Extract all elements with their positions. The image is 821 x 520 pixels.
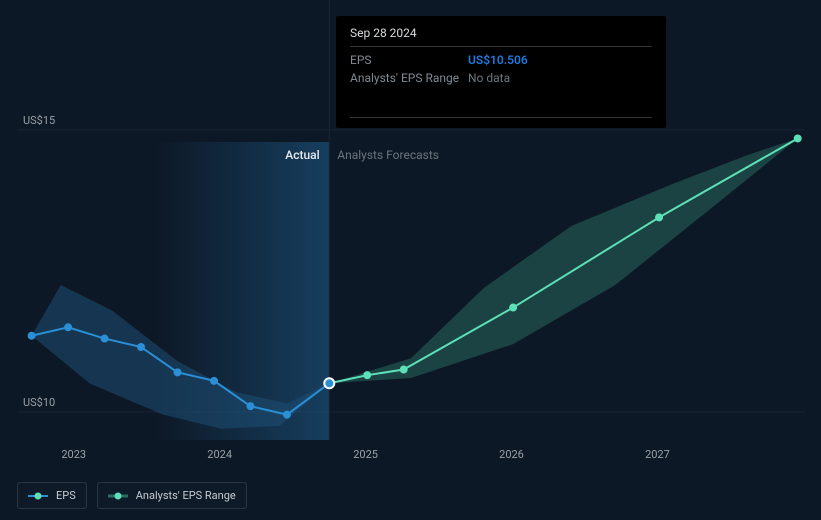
legend-item-range[interactable]: Analysts' EPS Range [97,482,247,509]
tooltip-label: EPS [350,53,468,67]
tooltip-row-range: Analysts' EPS Range No data [350,69,652,87]
tooltip-date: Sep 28 2024 [350,26,652,47]
tooltip-value: US$10.506 [468,53,528,67]
chart-tooltip: Sep 28 2024 EPS US$10.506 Analysts' EPS … [336,16,666,128]
x-axis-tick: 2023 [61,448,86,461]
legend-swatch-icon [28,491,48,501]
tooltip-row-eps: EPS US$10.506 [350,51,652,69]
x-axis-tick: 2027 [645,448,670,461]
chart-legend: EPS Analysts' EPS Range [17,482,247,509]
x-axis-tick: 2026 [499,448,524,461]
x-axis-tick: 2024 [207,448,232,461]
section-label-forecast: Analysts Forecasts [337,148,439,162]
legend-label: Analysts' EPS Range [136,489,236,502]
tooltip-divider [350,117,652,118]
tooltip-label: Analysts' EPS Range [350,71,468,85]
section-label-actual: Actual [285,148,319,162]
legend-item-eps[interactable]: EPS [17,482,87,509]
legend-swatch-icon [108,491,128,501]
x-axis-tick: 2025 [353,448,378,461]
tooltip-value: No data [468,71,510,85]
legend-label: EPS [56,489,76,502]
